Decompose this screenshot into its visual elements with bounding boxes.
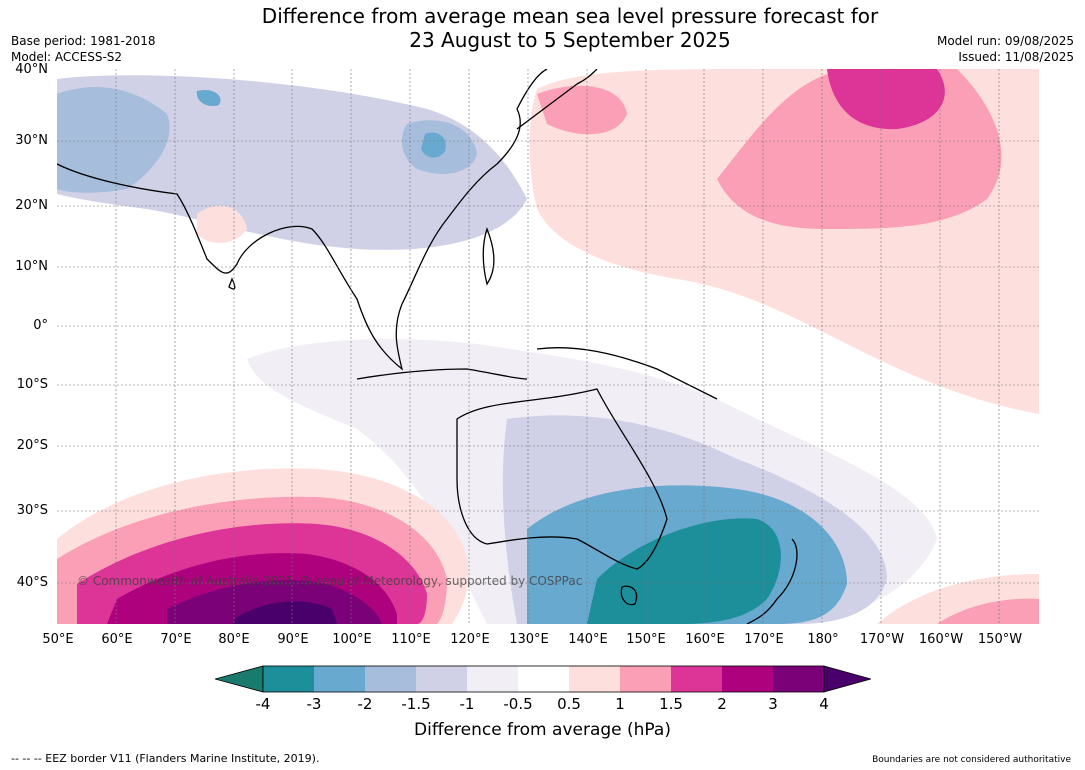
colorbar-extend-low [215, 665, 264, 693]
colorbar-swatch-1 [263, 666, 314, 692]
anomaly-region-pacific-magenta [827, 69, 945, 130]
lat-label-40s: 40°S [16, 575, 48, 590]
lon-label-90e: 90°E [277, 632, 309, 647]
anomaly-region-southeast-pacific-pink [937, 598, 1039, 624]
title-line-2: 23 August to 5 September 2025 [409, 28, 731, 52]
lat-label-30s: 30°S [16, 503, 48, 518]
boundaries-disclaimer: Boundaries are not considered authoritat… [872, 755, 1071, 765]
colorbar-tick-minus-1-5: -1.5 [401, 695, 431, 713]
lat-label-10s: 10°S [16, 377, 48, 392]
lon-label-100e: 100°E [332, 632, 372, 647]
map-canvas [57, 69, 1039, 624]
colorbar-tick-minus-4: -4 [255, 695, 271, 713]
colorbar-tick-2: 2 [717, 695, 727, 713]
colorbar-label: Difference from average (hPa) [414, 720, 671, 740]
lon-label-60e: 60°E [101, 632, 133, 647]
lon-label-140e: 140°E [568, 632, 608, 647]
colorbar-swatch-10 [722, 666, 773, 692]
map-panel [57, 69, 1039, 624]
colorbar-tick-3: 3 [768, 695, 778, 713]
lat-label-equator: 0° [33, 318, 48, 333]
lon-label-170w: 170°W [859, 632, 905, 647]
colorbar-tick-1: 1 [615, 695, 625, 713]
colorbar-swatch-5 [467, 666, 518, 692]
metadata-left: Base period: 1981-2018 Model: ACCESS-S2 [11, 33, 156, 65]
lon-label-120e: 120°E [450, 632, 490, 647]
anomaly-region-china-core [421, 132, 446, 158]
colorbar-outline [262, 665, 825, 693]
issued-date: Issued: 11/08/2025 [958, 50, 1074, 64]
lon-label-130e: 130°E [509, 632, 549, 647]
colorbar-tick-minus-3: -3 [306, 695, 322, 713]
graticule [57, 69, 1039, 624]
colorbar [215, 665, 871, 693]
colorbar-tick-minus-0-5: -0.5 [503, 695, 533, 713]
lat-label-20s: 20°S [16, 438, 48, 453]
model-run: Model run: 09/08/2025 [936, 34, 1074, 48]
lat-label-40n: 40°N [15, 62, 48, 77]
lat-label-10n: 10°N [15, 259, 48, 274]
colorbar-tick-1-5: 1.5 [659, 695, 683, 713]
anomaly-region-tibet-spot [196, 89, 221, 107]
lon-label-50e: 50°E [42, 632, 74, 647]
eez-border-note: -- -- -- EEZ border V11 (Flanders Marine… [11, 752, 320, 765]
colorbar-swatch-6 [518, 666, 569, 692]
lon-label-70e: 70°E [160, 632, 192, 647]
metadata-right: Model run: 09/08/2025 Issued: 11/08/2025 [937, 33, 1074, 65]
lon-label-110e: 110°E [391, 632, 431, 647]
lat-label-30n: 30°N [15, 133, 48, 148]
colorbar-swatch-2 [314, 666, 365, 692]
lon-label-180: 180° [807, 632, 839, 647]
colorbar-swatch-8 [620, 666, 671, 692]
anomaly-region-india-pink [197, 205, 247, 244]
colorbar-tick-minus-1: -1 [459, 695, 475, 713]
lon-label-150e: 150°E [626, 632, 666, 647]
colorbar-swatch-11 [773, 666, 824, 692]
colorbar-swatch-4 [416, 666, 467, 692]
colorbar-extend-high [823, 665, 871, 693]
lon-label-170e: 170°E [744, 632, 784, 647]
colorbar-swatch-7 [569, 666, 620, 692]
lon-label-80e: 80°E [218, 632, 250, 647]
colorbar-tick-minus-2: -2 [357, 695, 373, 713]
lon-label-150w: 150°W [977, 632, 1023, 647]
colorbar-tick-0-5: 0.5 [557, 695, 581, 713]
colorbar-swatch-9 [671, 666, 722, 692]
colorbar-tick-4: 4 [819, 695, 829, 713]
anomaly-region-south-indian-core [232, 601, 337, 624]
lon-label-160w: 160°W [918, 632, 964, 647]
colorbar-swatch-3 [365, 666, 416, 692]
lat-label-20n: 20°N [15, 198, 48, 213]
base-period: Base period: 1981-2018 [11, 34, 156, 48]
title-line-1: Difference from average mean sea level p… [261, 4, 879, 28]
copyright-notice: © Commonwealth of Australia 2025, Bureau… [77, 574, 583, 588]
lon-label-160e: 160°E [685, 632, 725, 647]
anomaly-region-tasman-teal [587, 518, 781, 624]
map-title: Difference from average mean sea level p… [0, 4, 1085, 52]
anomaly-region-asia-blue [57, 86, 170, 193]
model-name: Model: ACCESS-S2 [11, 50, 123, 64]
coastlines [57, 69, 798, 624]
